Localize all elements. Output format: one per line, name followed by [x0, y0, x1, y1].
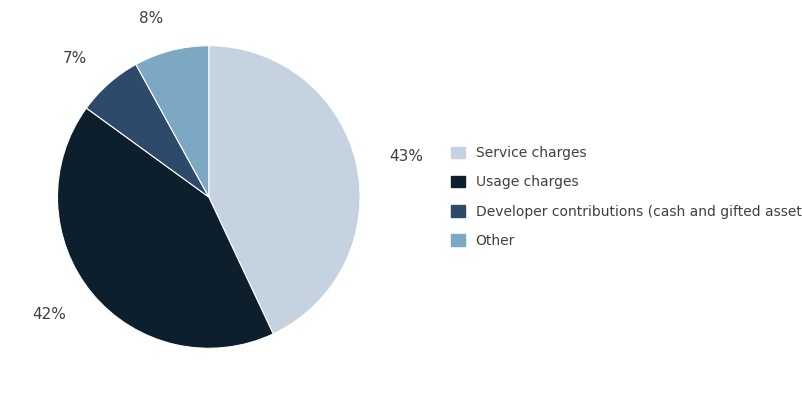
Text: 8%: 8%: [139, 11, 163, 26]
Text: 43%: 43%: [388, 149, 423, 164]
Text: 42%: 42%: [33, 307, 67, 322]
Wedge shape: [87, 64, 209, 197]
Wedge shape: [58, 108, 273, 348]
Wedge shape: [136, 46, 209, 197]
Wedge shape: [209, 46, 359, 334]
Legend: Service charges, Usage charges, Developer contributions (cash and gifted assets): Service charges, Usage charges, Develope…: [444, 139, 802, 255]
Text: 7%: 7%: [63, 51, 87, 66]
